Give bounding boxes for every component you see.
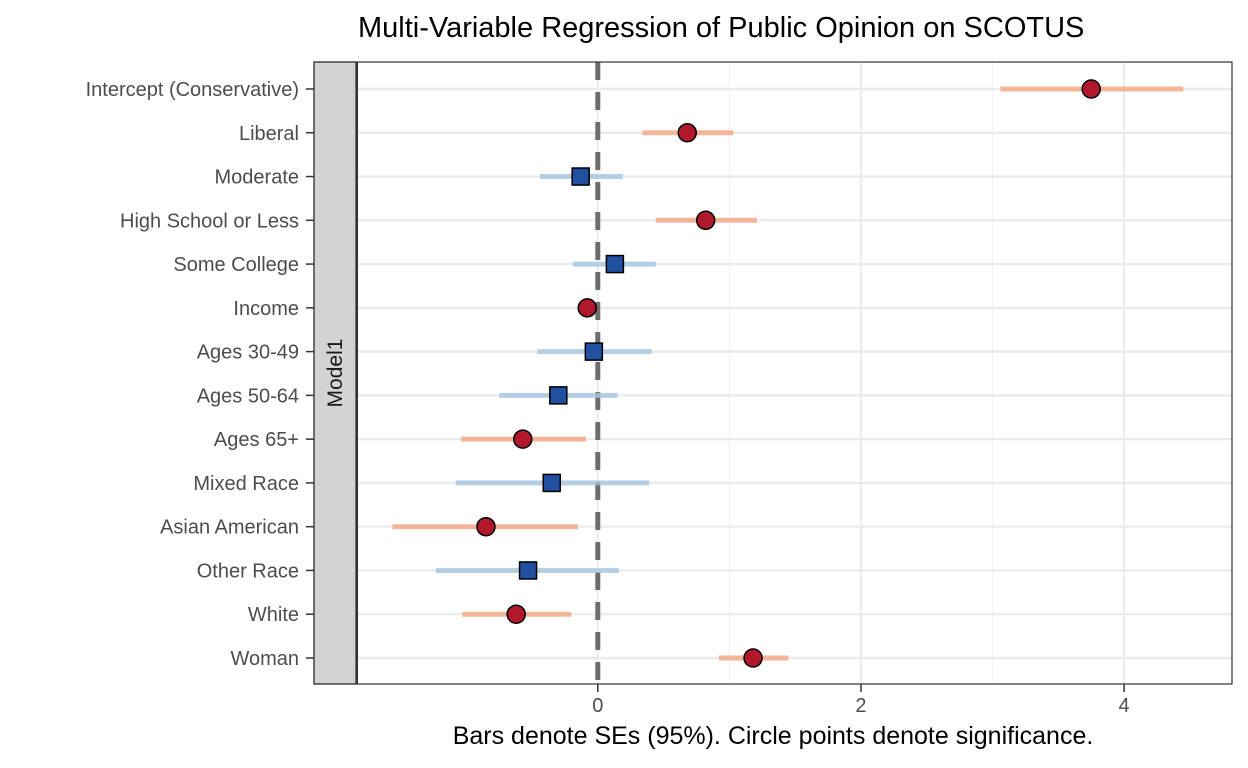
significant-point (695, 210, 716, 231)
nonsignificant-point (542, 473, 561, 493)
y-tick-label: Ages 30-49 (197, 342, 299, 364)
nonsignificant-point (549, 386, 568, 405)
significant-point (677, 123, 698, 143)
y-tick-label: High School or Less (120, 210, 299, 232)
chart-title: Multi-Variable Regression of Public Opin… (358, 12, 1085, 44)
point-layer (476, 79, 1101, 668)
significant-point (1081, 79, 1101, 99)
y-axis: Intercept (Conservative) Liberal Moderate H… (86, 79, 314, 670)
nonsignificant-point (584, 342, 604, 361)
y-tick-label: Asian American (160, 517, 299, 539)
nonsignificant-point (605, 254, 625, 274)
y-tick-label: Liberal (239, 123, 299, 145)
y-tick-label: White (248, 604, 299, 626)
y-tick-label: Moderate (215, 167, 300, 189)
nonsignificant-point (518, 561, 538, 580)
significant-point (506, 604, 526, 624)
x-tick-label: 0 (592, 695, 603, 717)
y-tick-label: Woman (230, 648, 299, 670)
significant-point (476, 516, 496, 537)
y-tick-label: Other Race (197, 560, 299, 582)
x-tick-label: 4 (1119, 695, 1130, 717)
plot-panel-border (313, 61, 1233, 685)
y-tick-label: Income (233, 298, 299, 320)
x-axis-label: Bars denote SEs (95%). Circle points den… (452, 722, 1094, 750)
significant-point (577, 298, 598, 318)
plot-panel-background (314, 62, 1232, 684)
x-axis: 0 2 4 (592, 684, 1130, 717)
nonsignificant-point (571, 167, 590, 186)
y-tick-label: Mixed Race (193, 473, 299, 495)
x-tick-label: 2 (855, 695, 866, 717)
y-tick-label: Some College (173, 254, 299, 276)
y-tick-label: Intercept (Conservative) (86, 79, 299, 101)
facet-strip-label: Model1 (324, 339, 347, 408)
y-tick-label: Ages 50-64 (197, 385, 299, 407)
significant-point (513, 429, 533, 449)
significant-point (743, 648, 763, 668)
y-tick-label: Ages 65+ (214, 429, 299, 451)
facet-strip (313, 61, 357, 685)
